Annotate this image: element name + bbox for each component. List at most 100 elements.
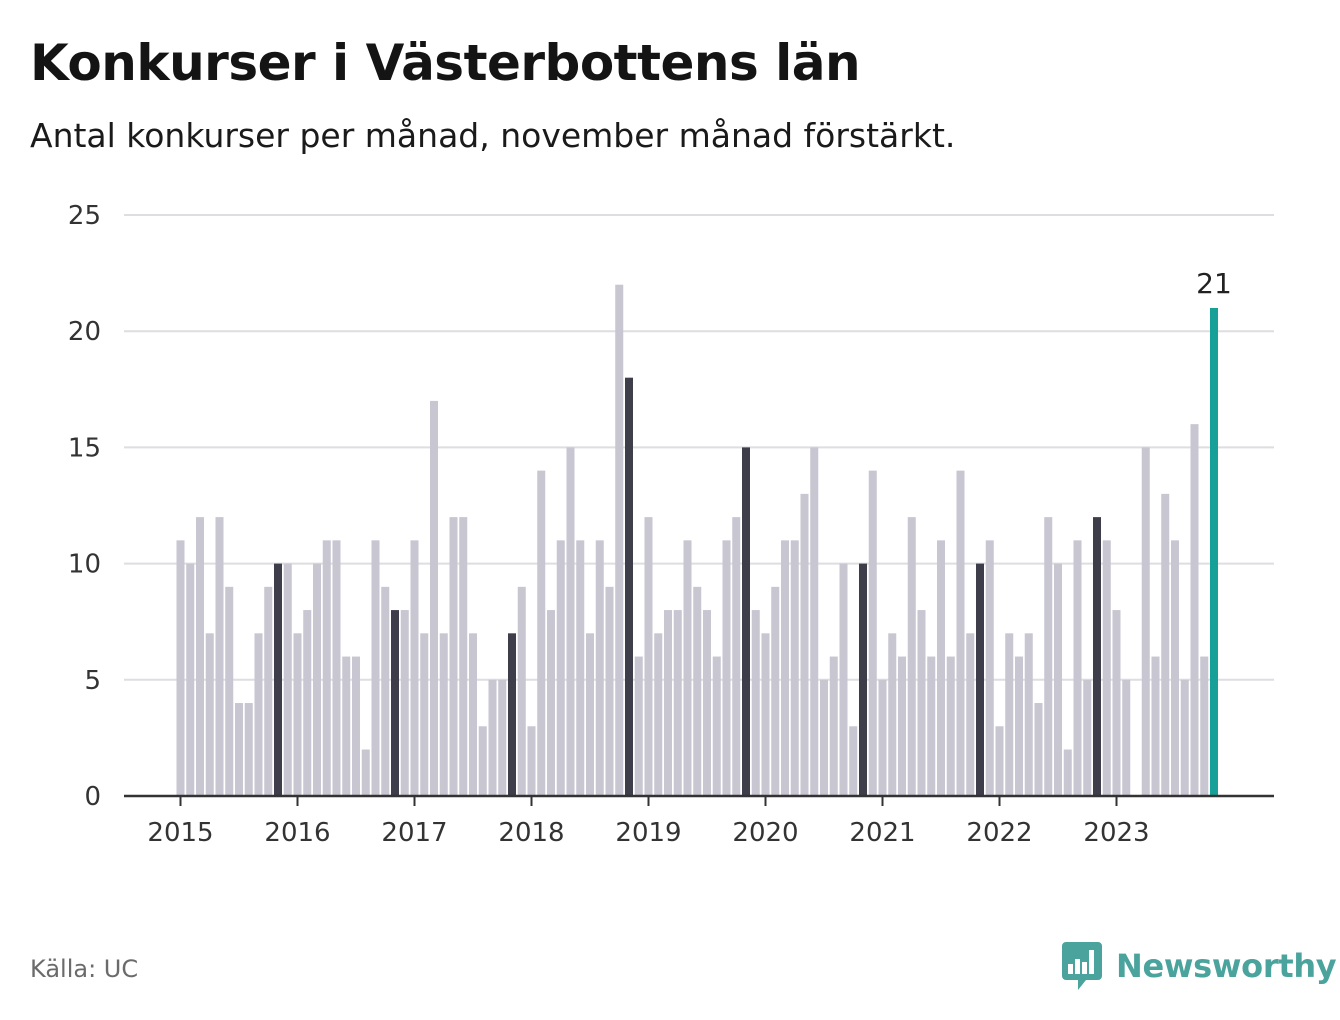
brand-name: Newsworthy xyxy=(1116,947,1337,985)
bar-11 xyxy=(283,563,292,796)
bar-24 xyxy=(410,540,419,796)
bar-46 xyxy=(625,377,633,796)
bar-87 xyxy=(1024,633,1033,796)
bar-43 xyxy=(595,540,604,796)
bar-75 xyxy=(907,517,916,796)
bar-30 xyxy=(469,633,477,796)
bar-32 xyxy=(488,679,497,796)
bar-52 xyxy=(683,540,692,796)
bar-99 xyxy=(1141,447,1150,796)
bar-77 xyxy=(927,656,936,796)
bar-69 xyxy=(849,726,858,796)
bar-21 xyxy=(381,586,390,796)
bar-51 xyxy=(673,610,682,796)
bar-66 xyxy=(820,679,828,796)
x-tick-label-2023: 2023 xyxy=(1083,818,1149,848)
bar-36 xyxy=(527,726,536,796)
bar-19 xyxy=(361,749,370,796)
bar-84 xyxy=(995,726,1004,796)
newsworthy-logo-icon xyxy=(1062,942,1102,990)
y-tick-label-10: 10 xyxy=(68,550,101,580)
bar-101 xyxy=(1161,493,1170,796)
bar-64 xyxy=(800,493,809,796)
bar-18 xyxy=(352,656,360,796)
bar-81 xyxy=(966,633,975,796)
bar-48 xyxy=(644,517,653,796)
bar-23 xyxy=(400,610,409,796)
bar-56 xyxy=(722,540,731,796)
bar-71 xyxy=(868,470,877,796)
bar-105 xyxy=(1200,656,1209,796)
bar-31 xyxy=(478,726,487,796)
bar-94 xyxy=(1093,517,1101,796)
bar-60 xyxy=(761,633,770,796)
bar-102 xyxy=(1171,540,1179,796)
bar-72 xyxy=(878,679,887,796)
bar-67 xyxy=(829,656,838,796)
bar-93 xyxy=(1083,679,1092,796)
bar-53 xyxy=(693,586,702,796)
x-tick-label-2022: 2022 xyxy=(966,818,1032,848)
x-tick-label-2019: 2019 xyxy=(615,818,681,848)
bar-12 xyxy=(293,633,302,796)
bar-15 xyxy=(322,540,331,796)
bar-2 xyxy=(196,517,204,796)
bar-25 xyxy=(420,633,429,796)
bar-65 xyxy=(810,447,819,796)
x-tick-label-2021: 2021 xyxy=(849,818,915,848)
y-tick-label-5: 5 xyxy=(84,666,101,696)
bar-20 xyxy=(371,540,380,796)
bar-8 xyxy=(254,633,263,796)
x-tick-label-2020: 2020 xyxy=(732,818,798,848)
bar-45 xyxy=(615,284,624,796)
bar-35 xyxy=(517,586,526,796)
bar-85 xyxy=(1005,633,1014,796)
bar-104 xyxy=(1190,424,1199,796)
bar-68 xyxy=(839,563,848,796)
y-tick-label-15: 15 xyxy=(68,433,101,463)
bars xyxy=(176,284,1218,796)
bar-57 xyxy=(732,517,741,796)
bar-70 xyxy=(859,563,867,796)
x-tick-label-2017: 2017 xyxy=(381,818,447,848)
bar-17 xyxy=(342,656,351,796)
bar-96 xyxy=(1112,610,1121,796)
bar-28 xyxy=(449,517,458,796)
bar-103 xyxy=(1180,679,1189,796)
bar-82 xyxy=(976,563,984,796)
bar-95 xyxy=(1102,540,1111,796)
bar-91 xyxy=(1063,749,1072,796)
x-tick-label-2016: 2016 xyxy=(264,818,330,848)
bar-1 xyxy=(186,563,195,796)
bar-80 xyxy=(956,470,965,796)
bar-0 xyxy=(176,540,185,796)
bar-16 xyxy=(332,540,341,796)
bar-97 xyxy=(1122,679,1131,796)
bar-73 xyxy=(888,633,897,796)
data-label-latest: 21 xyxy=(1196,267,1232,300)
data-labels: 21 xyxy=(1196,267,1232,300)
bar-41 xyxy=(576,540,585,796)
x-tick-label-2018: 2018 xyxy=(498,818,564,848)
bar-7 xyxy=(244,703,253,796)
bar-88 xyxy=(1034,703,1043,796)
y-tick-label-0: 0 xyxy=(84,782,101,812)
bar-92 xyxy=(1073,540,1082,796)
bar-79 xyxy=(946,656,955,796)
bar-50 xyxy=(664,610,672,796)
x-tick-label-2015: 2015 xyxy=(147,818,213,848)
bar-40 xyxy=(566,447,575,796)
y-tick-label-25: 25 xyxy=(68,201,101,231)
bar-90 xyxy=(1054,563,1062,796)
brand-logo: Newsworthy xyxy=(1062,940,1337,992)
bar-89 xyxy=(1044,517,1053,796)
bar-38 xyxy=(547,610,555,796)
x-axis xyxy=(124,794,1274,806)
bar-86 xyxy=(1015,656,1023,796)
bar-83 xyxy=(985,540,994,796)
chart-title: Konkurser i Västerbottens län xyxy=(30,34,861,92)
bar-10 xyxy=(274,563,282,796)
bar-37 xyxy=(537,470,546,796)
bar-26 xyxy=(430,400,438,796)
